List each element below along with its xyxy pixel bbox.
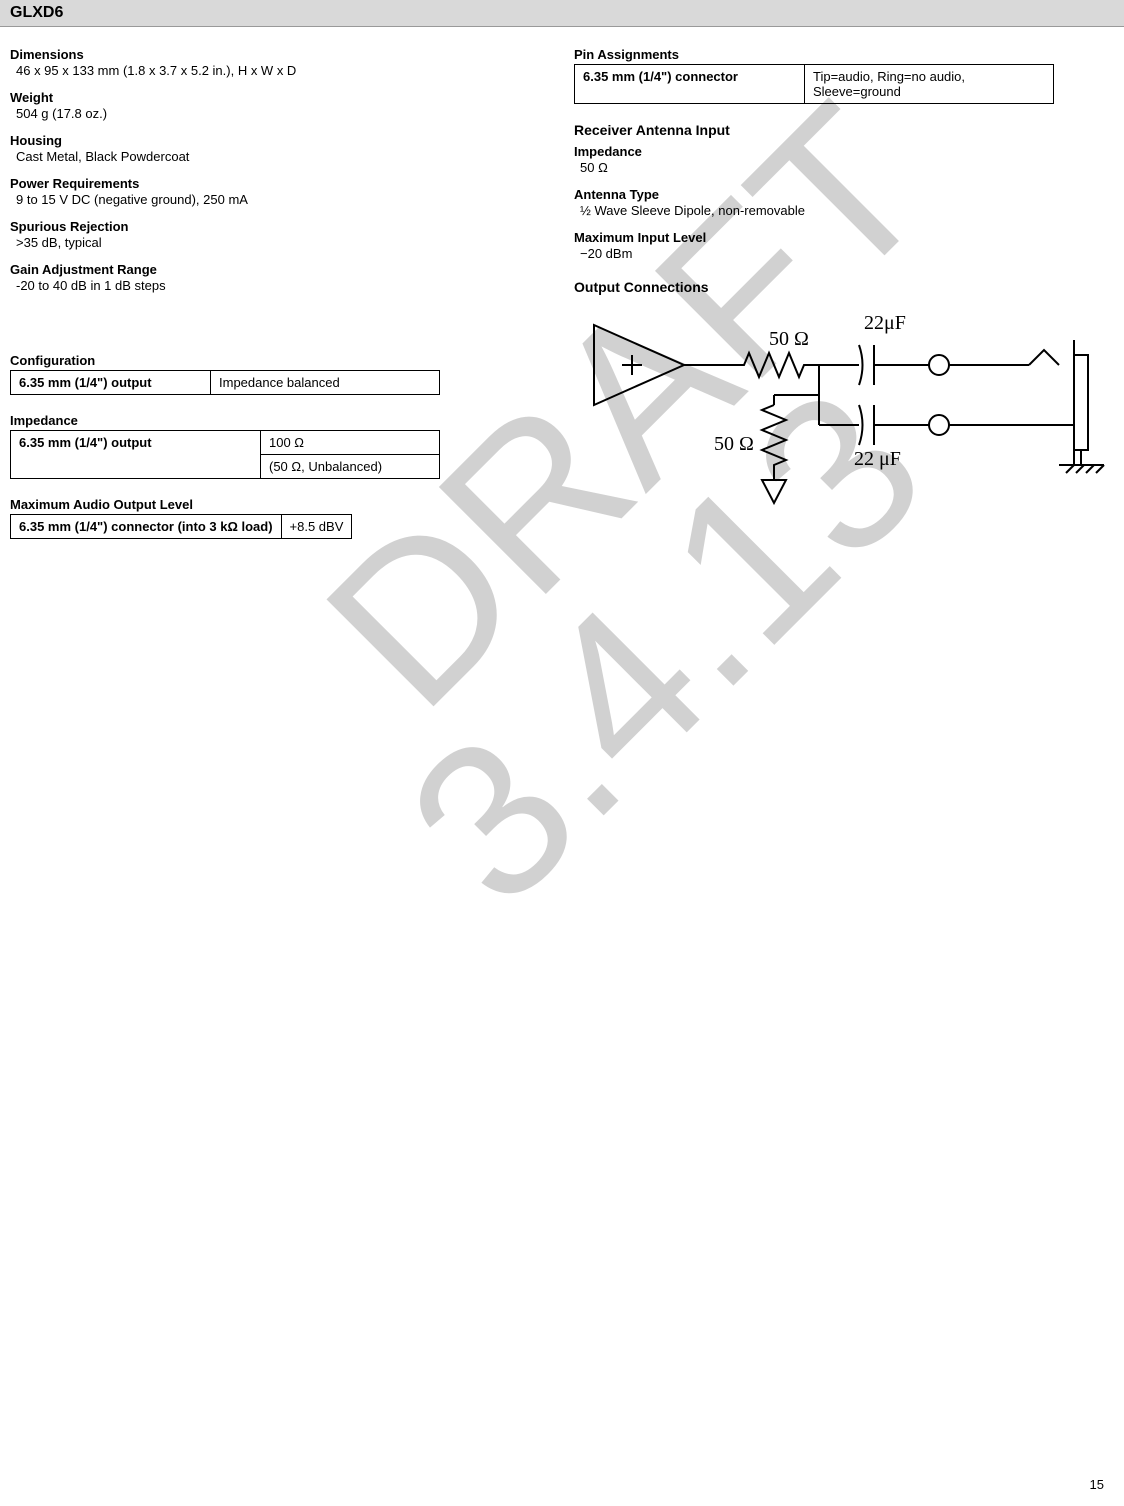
- antenna-heading: Receiver Antenna Input: [574, 122, 1114, 138]
- spec-value: 50 Ω: [574, 160, 1114, 175]
- table-cell: 6.35 mm (1/4") output: [11, 371, 211, 395]
- spec-item: Antenna Type ½ Wave Sleeve Dipole, non-r…: [574, 187, 1114, 218]
- table-row: 6.35 mm (1/4") output Impedance balanced: [11, 371, 440, 395]
- table-row: 6.35 mm (1/4") connector (into 3 kΩ load…: [11, 515, 352, 539]
- spec-item: Power Requirements 9 to 15 V DC (negativ…: [10, 176, 534, 207]
- spec-label: Antenna Type: [574, 187, 1114, 202]
- table-cell: (50 Ω, Unbalanced): [261, 455, 440, 479]
- spec-item: Maximum Input Level −20 dBm: [574, 230, 1114, 261]
- spec-value: −20 dBm: [574, 246, 1114, 261]
- spec-item: Housing Cast Metal, Black Powdercoat: [10, 133, 534, 164]
- page-header: GLXD6: [0, 0, 1124, 27]
- spec-label: Dimensions: [10, 47, 534, 62]
- spec-item: Spurious Rejection >35 dB, typical: [10, 219, 534, 250]
- table-row: 6.35 mm (1/4") connector Tip=audio, Ring…: [575, 65, 1054, 104]
- circuit-label-r-top: 50 Ω: [769, 328, 809, 350]
- table-row: 6.35 mm (1/4") output 100 Ω: [11, 431, 440, 455]
- impedance-heading: Impedance: [10, 413, 534, 428]
- table-cell: Tip=audio, Ring=no audio, Sleeve=ground: [805, 65, 1054, 104]
- spec-item: Gain Adjustment Range -20 to 40 dB in 1 …: [10, 262, 534, 293]
- spec-value: ½ Wave Sleeve Dipole, non-removable: [574, 203, 1114, 218]
- table-cell: 100 Ω: [261, 431, 440, 455]
- table-cell: 6.35 mm (1/4") output: [11, 431, 261, 479]
- circuit-svg: 50 Ω 22μF 50 Ω 22 μF: [574, 305, 1114, 535]
- right-column: Pin Assignments 6.35 mm (1/4") connector…: [574, 47, 1114, 553]
- spec-label: Housing: [10, 133, 534, 148]
- table-cell: 6.35 mm (1/4") connector: [575, 65, 805, 104]
- output-circuit-diagram: 50 Ω 22μF 50 Ω 22 μF: [574, 305, 1114, 538]
- spec-value: 9 to 15 V DC (negative ground), 250 mA: [10, 192, 534, 207]
- model-title: GLXD6: [10, 4, 63, 21]
- spec-label: Maximum Input Level: [574, 230, 1114, 245]
- output-conn-heading: Output Connections: [574, 279, 1114, 295]
- table-cell: Impedance balanced: [211, 371, 440, 395]
- spec-item: Weight 504 g (17.8 oz.): [10, 90, 534, 121]
- circuit-label-c-bottom: 22 μF: [854, 448, 901, 470]
- table-cell: +8.5 dBV: [281, 515, 352, 539]
- impedance-table: 6.35 mm (1/4") output 100 Ω (50 Ω, Unbal…: [10, 430, 440, 479]
- maxout-table: 6.35 mm (1/4") connector (into 3 kΩ load…: [10, 514, 352, 539]
- pin-heading: Pin Assignments: [574, 47, 1114, 62]
- spec-label: Weight: [10, 90, 534, 105]
- spec-label: Impedance: [574, 144, 1114, 159]
- spec-value: -20 to 40 dB in 1 dB steps: [10, 278, 534, 293]
- circuit-label-r-bottom: 50 Ω: [714, 433, 754, 455]
- config-heading: Configuration: [10, 353, 534, 368]
- left-column: Dimensions 46 x 95 x 133 mm (1.8 x 3.7 x…: [10, 47, 534, 553]
- spec-value: 46 x 95 x 133 mm (1.8 x 3.7 x 5.2 in.), …: [10, 63, 534, 78]
- table-cell: 6.35 mm (1/4") connector (into 3 kΩ load…: [11, 515, 282, 539]
- spec-item: Impedance 50 Ω: [574, 144, 1114, 175]
- spec-item: Dimensions 46 x 95 x 133 mm (1.8 x 3.7 x…: [10, 47, 534, 78]
- spec-value: Cast Metal, Black Powdercoat: [10, 149, 534, 164]
- spec-label: Gain Adjustment Range: [10, 262, 534, 277]
- page-body: Dimensions 46 x 95 x 133 mm (1.8 x 3.7 x…: [0, 27, 1124, 553]
- circuit-label-c-top: 22μF: [864, 312, 906, 334]
- spec-value: 504 g (17.8 oz.): [10, 106, 534, 121]
- spec-value: >35 dB, typical: [10, 235, 534, 250]
- configuration-table: 6.35 mm (1/4") output Impedance balanced: [10, 370, 440, 395]
- page-number: 15: [1090, 1477, 1104, 1492]
- spec-label: Power Requirements: [10, 176, 534, 191]
- maxout-heading: Maximum Audio Output Level: [10, 497, 534, 512]
- spec-label: Spurious Rejection: [10, 219, 534, 234]
- pin-table: 6.35 mm (1/4") connector Tip=audio, Ring…: [574, 64, 1054, 104]
